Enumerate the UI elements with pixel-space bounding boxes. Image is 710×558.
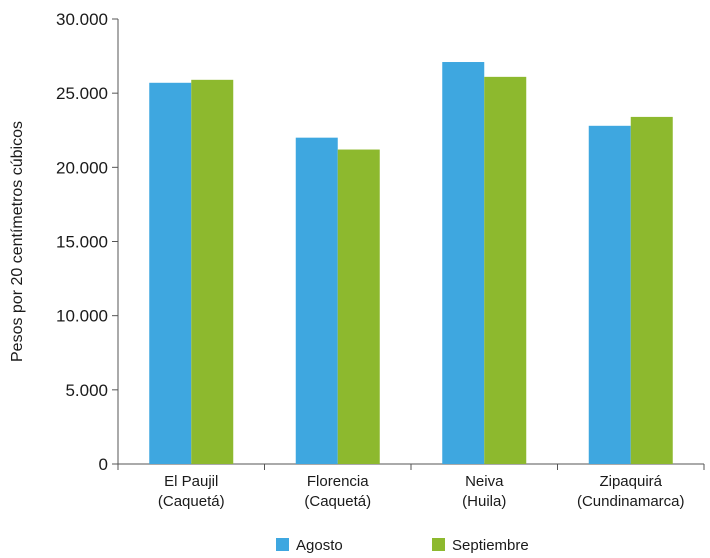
bar-septiembre-1 <box>337 149 380 465</box>
y-tick-label: 30.000 <box>56 10 108 29</box>
bar-septiembre-3 <box>630 116 673 465</box>
y-tick-label: 0 <box>99 455 108 474</box>
bar-septiembre-0 <box>191 79 234 465</box>
x-category-label: (Caquetá) <box>304 493 371 510</box>
x-category-label: (Huila) <box>462 493 506 510</box>
category-labels: El Paujil (Caquetá) Florencia (Caquetá) Neiv… <box>158 473 685 510</box>
legend-label: Agosto <box>296 537 343 554</box>
y-tick-label: 25.000 <box>56 84 108 103</box>
x-axis <box>117 463 705 470</box>
x-category-label: Florencia <box>307 473 369 490</box>
bar-septiembre-2 <box>484 76 527 464</box>
x-category-label: (Caquetá) <box>158 493 225 510</box>
x-category-label: El Paujil <box>164 473 218 490</box>
x-category-label: Zipaquirá <box>599 473 662 490</box>
bar-agosto-0 <box>149 82 192 465</box>
bars <box>149 62 673 465</box>
x-category-label: Neiva <box>465 473 504 490</box>
y-tick-label: 15.000 <box>56 233 108 252</box>
y-tick-label: 20.000 <box>56 158 108 177</box>
x-category-label: (Cundinamarca) <box>577 493 685 510</box>
bar-agosto-3 <box>588 125 631 465</box>
y-tick-label: 10.000 <box>56 307 108 326</box>
bar-agosto-2 <box>442 62 485 465</box>
legend: Agosto Septiembre <box>276 537 529 554</box>
legend-label: Septiembre <box>452 537 529 554</box>
y-axis-title: Pesos por 20 centímetros cúbicos <box>9 121 26 362</box>
legend-swatch <box>432 538 445 551</box>
y-axis: 0 5.000 10.000 15.000 20.000 25.000 30.000 <box>56 10 119 474</box>
legend-swatch <box>276 538 289 551</box>
bar-agosto-1 <box>295 137 338 464</box>
y-tick-label: 5.000 <box>65 381 108 400</box>
